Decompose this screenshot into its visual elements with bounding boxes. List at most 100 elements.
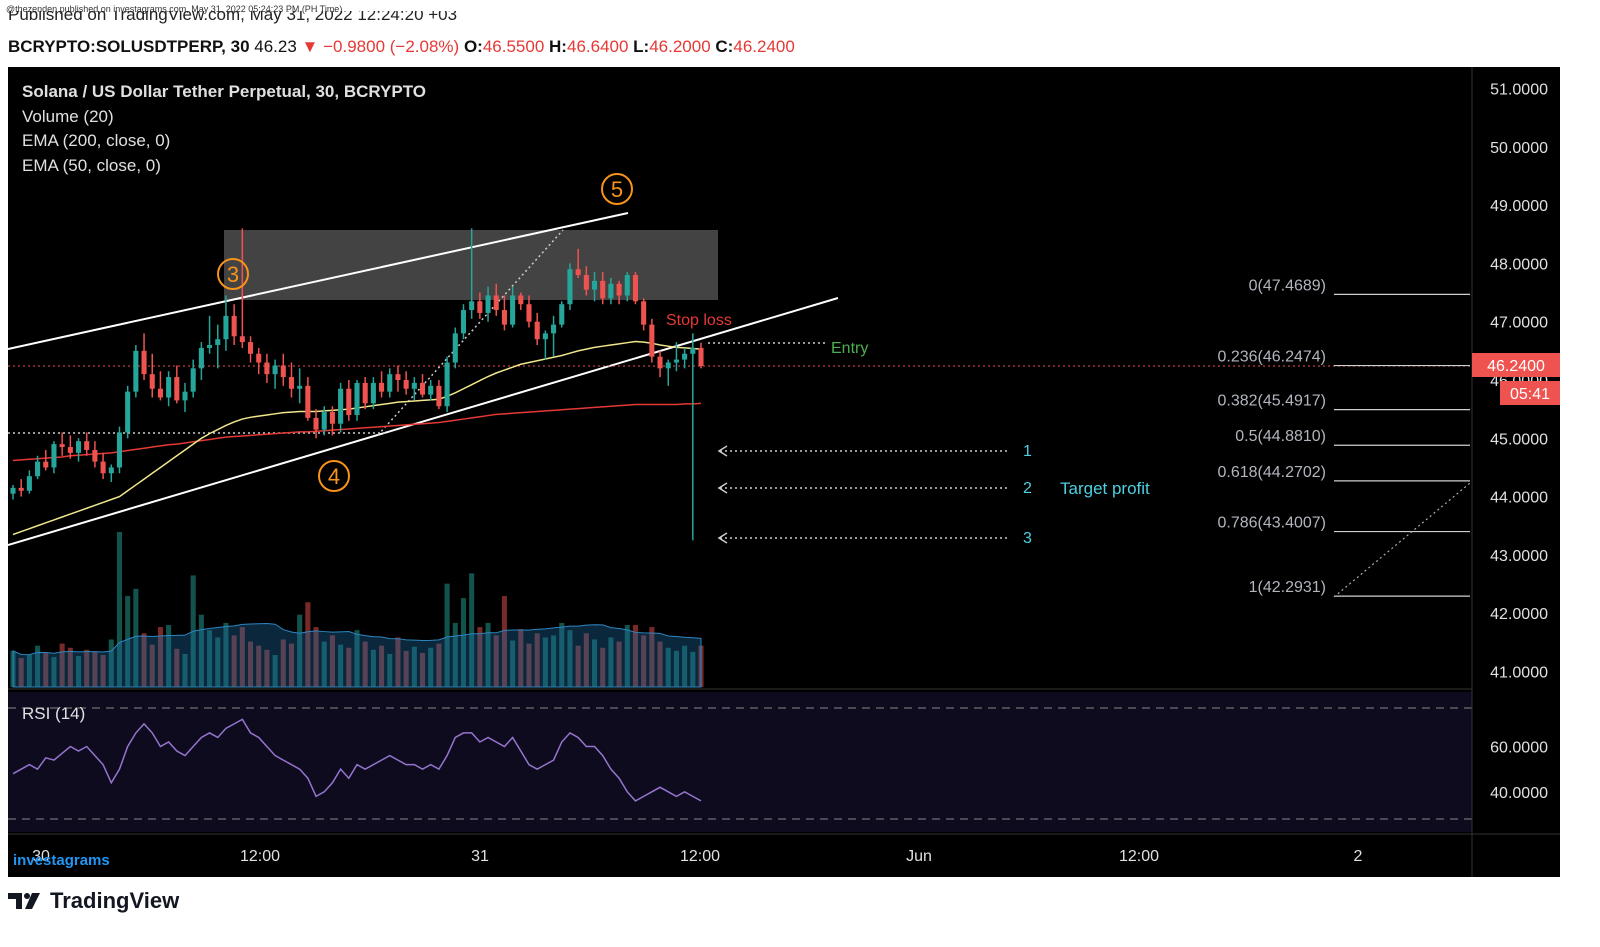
- ema200-line[interactable]: [12, 402, 702, 462]
- candle: [608, 277, 614, 305]
- candle: [501, 295, 507, 331]
- target-profit-label[interactable]: Target profit: [1060, 479, 1150, 498]
- candle-body: [313, 417, 319, 430]
- volume-bar: [444, 583, 450, 687]
- candle: [133, 345, 139, 398]
- rsi-line[interactable]: [12, 718, 702, 802]
- volume-bar: [559, 622, 565, 687]
- candle: [190, 359, 196, 398]
- price-tick-label: 50.0000: [1490, 140, 1548, 157]
- volume-bar: [608, 637, 614, 687]
- countdown-tag: [1500, 381, 1560, 405]
- legend-ema50[interactable]: EMA (50, close, 0): [22, 156, 161, 175]
- volume-bar: [133, 588, 139, 687]
- candle: [157, 371, 163, 401]
- candle-body: [338, 388, 344, 424]
- candle: [174, 365, 180, 404]
- candle: [67, 435, 73, 459]
- candle: [75, 438, 82, 462]
- time-axis[interactable]: 30 12:00 31 12:00 Jun 12:00 2: [32, 848, 1362, 865]
- published-text: Published on TradingView.com, May 31, 20…: [8, 11, 458, 24]
- candle: [567, 263, 573, 311]
- entry-label[interactable]: Entry: [831, 340, 868, 357]
- candle-body: [305, 385, 311, 418]
- channel-lower-line[interactable]: [8, 297, 839, 546]
- candle-body: [108, 467, 114, 474]
- volume-bar: [313, 627, 319, 687]
- candle-body: [18, 487, 24, 491]
- chart-title[interactable]: Solana / US Dollar Tether Perpetual, 30,…: [22, 82, 426, 101]
- volume-bar: [215, 637, 221, 687]
- target-3-arrow[interactable]: [717, 532, 1010, 544]
- candle: [657, 350, 663, 378]
- close-value: 46.2400: [733, 37, 795, 56]
- candle: [247, 336, 254, 363]
- candle-body: [403, 380, 409, 389]
- target-2-arrow[interactable]: [717, 482, 1010, 494]
- candle-body: [370, 382, 376, 404]
- candle-body: [575, 269, 581, 276]
- volume-bar: [100, 654, 106, 687]
- candle-body: [460, 310, 467, 334]
- candle: [338, 382, 344, 433]
- tradingview-brand[interactable]: TradingView: [8, 888, 179, 914]
- candle: [166, 371, 172, 407]
- candle: [182, 382, 188, 413]
- time-tick-label: 31: [471, 848, 489, 865]
- candle-body: [493, 295, 499, 311]
- candle: [641, 298, 647, 331]
- candle-body: [583, 275, 589, 290]
- tradingview-wordmark: TradingView: [50, 888, 180, 913]
- target-2-label: 2: [1023, 480, 1032, 497]
- candle: [452, 327, 458, 369]
- candlesticks[interactable]: [10, 228, 704, 541]
- volume-bar: [141, 633, 147, 687]
- volume-bars: [10, 532, 704, 687]
- tradingview-logo-icon: [8, 893, 40, 909]
- legend-ema200[interactable]: EMA (200, close, 0): [22, 131, 170, 150]
- volume-bar: [354, 630, 360, 687]
- volume-bar: [362, 641, 368, 687]
- wave-5-label: 5: [611, 177, 623, 202]
- candle-body: [379, 382, 385, 392]
- volume-bar: [673, 650, 679, 687]
- legend-rsi[interactable]: RSI (14): [22, 704, 85, 723]
- candle: [207, 315, 213, 354]
- candle-body: [116, 432, 123, 468]
- wave-5-marker[interactable]: 5: [601, 173, 633, 205]
- candle: [231, 304, 237, 346]
- volume-bar: [632, 625, 639, 687]
- volume-bar: [288, 643, 295, 687]
- volume-bar: [297, 614, 303, 687]
- candle: [329, 406, 335, 436]
- volume-bar: [477, 627, 483, 687]
- volume-bar: [395, 637, 401, 687]
- candle-body: [624, 275, 630, 296]
- symbol-name[interactable]: BCRYPTO:SOLUSDTPERP, 30: [8, 37, 250, 56]
- candle: [419, 374, 426, 398]
- chart-canvas[interactable]: 3 4 5 Stop loss Entry 1 2 3 Target profi…: [8, 67, 1560, 877]
- volume-bar: [26, 654, 32, 687]
- time-tick-label: Jun: [906, 848, 932, 865]
- wave-3-marker[interactable]: 3: [217, 258, 249, 290]
- target-1-arrow[interactable]: [717, 445, 1010, 457]
- legend-volume[interactable]: Volume (20): [22, 107, 114, 126]
- candle-body: [411, 382, 417, 389]
- candle-body: [198, 347, 204, 369]
- candle: [600, 272, 606, 305]
- candle: [534, 312, 540, 346]
- channel-upper-line[interactable]: [8, 212, 629, 350]
- candle-body: [444, 362, 450, 407]
- price-tick-label: 41.0000: [1490, 665, 1548, 682]
- wave-4-marker[interactable]: 4: [318, 460, 350, 492]
- candle-body: [469, 301, 475, 311]
- volume-bar: [43, 652, 49, 687]
- candle: [690, 333, 696, 541]
- volume-bar: [182, 653, 188, 687]
- fibonacci-retracement[interactable]: 0(47.4689) 0.236(46.2474) 0.382(45.4917) 0.…: [1217, 277, 1470, 597]
- candle-body: [297, 385, 303, 389]
- stop-loss-label[interactable]: Stop loss: [666, 312, 732, 329]
- investagrams-watermark: investagrams: [13, 852, 110, 869]
- candle-body: [657, 356, 663, 369]
- rsi-pane-background: [8, 692, 1472, 832]
